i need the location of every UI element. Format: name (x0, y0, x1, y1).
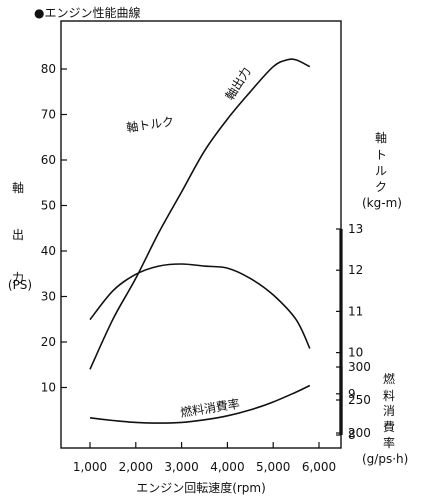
power-tick-label: 60 (41, 153, 56, 167)
x-tick-label: 4,000 (210, 460, 244, 474)
fuel-curve-label: 燃料消費率 (179, 396, 241, 420)
power-curve-label: 軸出力 (223, 65, 254, 103)
fuel-axis-unit: (g/ps·h) (362, 452, 408, 466)
fuel-axis-title-char: 燃 (383, 371, 395, 386)
axis-ticks (61, 68, 343, 448)
power-tick-label: 20 (41, 335, 56, 349)
curve-layer (89, 58, 311, 424)
torque-tick-label: 10 (348, 346, 363, 360)
x-tick-label: 6,000 (302, 460, 336, 474)
fuel-tick-label: 300 (348, 360, 371, 374)
torque-curve-label: 軸トルク (125, 114, 174, 135)
fuel-tick-label: 250 (348, 393, 371, 407)
x-axis-title: エンジン回転速度(rpm) (136, 480, 266, 495)
fuel-axis-title-char: 消 (383, 404, 395, 418)
power-tick-label: 30 (41, 290, 56, 304)
torque-curve (89, 263, 311, 349)
torque-axis-unit: (kg-m) (362, 196, 402, 210)
fuel-axis-title-char: 費 (383, 419, 395, 434)
torque-axis-title-char: ル (375, 164, 387, 178)
torque-axis-title-char: ク (375, 180, 387, 194)
torque-tick-label: 11 (348, 304, 363, 318)
torque-tick-label: 13 (348, 222, 363, 236)
fuel-tick-label: 200 (348, 426, 371, 440)
torque-tick-label: 8 (348, 428, 356, 442)
chart-title: ●エンジン性能曲線 (34, 5, 140, 20)
x-tick-label: 5,000 (256, 460, 290, 474)
plot-area-frame (60, 20, 342, 449)
power-tick-label: 70 (41, 108, 56, 122)
torque-tick-label: 12 (348, 263, 363, 277)
power-tick-label: 50 (41, 199, 56, 213)
power-tick-label: 10 (41, 381, 56, 395)
power-tick-label: 40 (41, 244, 56, 258)
power-axis-title-char: 力 (12, 271, 24, 285)
fuel-consumption-curve (89, 384, 311, 424)
power-axis-title-char: 出 (12, 228, 24, 242)
fuel-axis-title-char: 料 (383, 389, 395, 403)
x-tick-label: 3,000 (164, 460, 198, 474)
text-labels: 1,000 2,000 3,000 4,000 5,000 6,000 エンジン回転速度(r… (8, 62, 408, 495)
power-curve (89, 58, 311, 370)
power-axis-unit: (PS) (8, 278, 32, 292)
x-tick-label: 2,000 (119, 460, 153, 474)
fuel-axis-title-char: 率 (383, 435, 395, 450)
torque-axis-title-char: 軸 (375, 131, 387, 145)
torque-tick-label: 9 (348, 387, 356, 401)
x-tick-label: 1,000 (73, 460, 107, 474)
power-tick-label: 80 (41, 62, 56, 76)
power-axis-title-char: 軸 (12, 181, 24, 195)
torque-axis-title-char: ト (375, 148, 387, 162)
